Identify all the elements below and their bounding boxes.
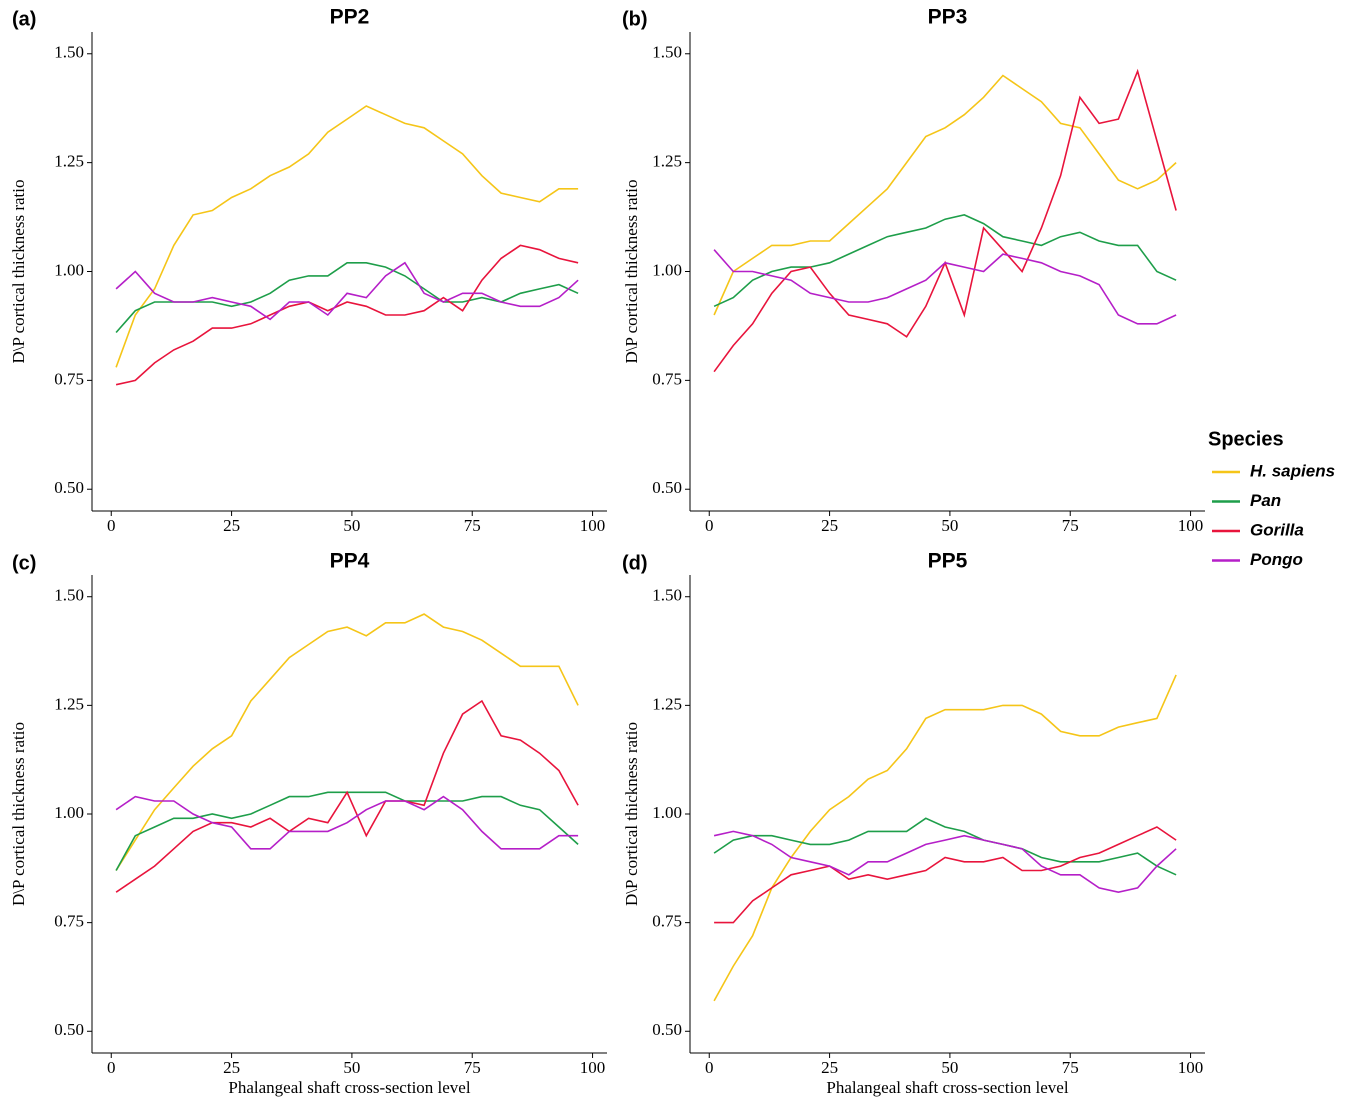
legend-label: Pan: [1250, 491, 1281, 510]
y-tick-label: 1.00: [54, 260, 84, 279]
series-line: [713, 817, 1177, 876]
x-tick-label: 25: [821, 1058, 838, 1077]
series-line: [115, 105, 579, 368]
x-tick-label: 0: [705, 1058, 714, 1077]
y-tick-label: 0.50: [54, 478, 84, 497]
y-tick-label: 1.50: [652, 586, 682, 605]
y-axis-label: D\P cortical thickness ratio: [9, 722, 28, 906]
y-tick-label: 1.25: [54, 152, 84, 171]
x-tick-label: 50: [941, 516, 958, 535]
y-tick-label: 0.75: [54, 912, 84, 931]
panel-title: PP4: [330, 550, 370, 573]
x-tick-label: 25: [223, 516, 240, 535]
series-line: [713, 68, 1177, 373]
panel-label: (d): [622, 552, 648, 574]
y-axis-label: D\P cortical thickness ratio: [622, 722, 641, 906]
x-tick-label: 50: [343, 516, 360, 535]
series-line: [115, 244, 579, 386]
y-tick-label: 1.50: [54, 43, 84, 62]
series-line: [713, 74, 1177, 316]
panel-title: PP5: [928, 550, 968, 573]
y-tick-label: 1.50: [652, 43, 682, 62]
series-line: [713, 249, 1177, 325]
y-tick-label: 0.75: [54, 369, 84, 388]
x-tick-label: 25: [223, 1058, 240, 1077]
x-tick-label: 100: [580, 1058, 606, 1077]
y-tick-label: 1.25: [54, 694, 84, 713]
x-tick-label: 100: [580, 516, 606, 535]
series-line: [115, 262, 579, 334]
panel-title: PP3: [928, 6, 968, 29]
series-line: [115, 613, 579, 871]
series-line: [115, 261, 579, 321]
y-tick-label: 0.75: [652, 369, 682, 388]
series-line: [713, 214, 1177, 308]
series-line: [115, 791, 579, 871]
y-tick-label: 0.50: [652, 478, 682, 497]
y-axis-label: D\P cortical thickness ratio: [9, 180, 28, 364]
y-tick-label: 0.75: [652, 912, 682, 931]
x-tick-label: 50: [941, 1058, 958, 1077]
panel-label: (c): [12, 552, 36, 574]
x-tick-label: 0: [107, 1058, 116, 1077]
legend-label: Pongo: [1250, 550, 1303, 569]
y-axis-label: D\P cortical thickness ratio: [622, 180, 641, 364]
legend-label: Gorilla: [1250, 520, 1304, 539]
series-line: [714, 826, 1177, 924]
x-tick-label: 75: [1062, 1058, 1079, 1077]
y-tick-label: 1.00: [54, 803, 84, 822]
panel-title: PP2: [330, 6, 370, 29]
x-tick-label: 100: [1178, 1058, 1204, 1077]
y-tick-label: 0.50: [652, 1020, 682, 1039]
y-tick-label: 1.00: [652, 803, 682, 822]
x-axis-label: Phalangeal shaft cross-section level: [826, 1078, 1068, 1097]
x-tick-label: 25: [821, 516, 838, 535]
legend-title: Species: [1208, 428, 1284, 450]
y-tick-label: 1.00: [652, 260, 682, 279]
series-line: [713, 830, 1177, 894]
x-tick-label: 0: [705, 516, 714, 535]
panel-label: (b): [622, 8, 648, 30]
x-tick-label: 75: [464, 1058, 481, 1077]
x-tick-label: 100: [1178, 516, 1204, 535]
x-tick-label: 75: [464, 516, 481, 535]
series-line: [115, 795, 579, 850]
legend-label: H. sapiens: [1250, 461, 1335, 480]
x-tick-label: 0: [107, 516, 116, 535]
y-tick-label: 1.50: [54, 586, 84, 605]
series-line: [115, 699, 579, 893]
x-tick-label: 50: [343, 1058, 360, 1077]
y-tick-label: 1.25: [652, 152, 682, 171]
y-tick-label: 0.50: [54, 1020, 84, 1039]
x-tick-label: 75: [1062, 516, 1079, 535]
y-tick-label: 1.25: [652, 694, 682, 713]
x-axis-label: Phalangeal shaft cross-section level: [228, 1078, 470, 1097]
panel-label: (a): [12, 8, 36, 30]
